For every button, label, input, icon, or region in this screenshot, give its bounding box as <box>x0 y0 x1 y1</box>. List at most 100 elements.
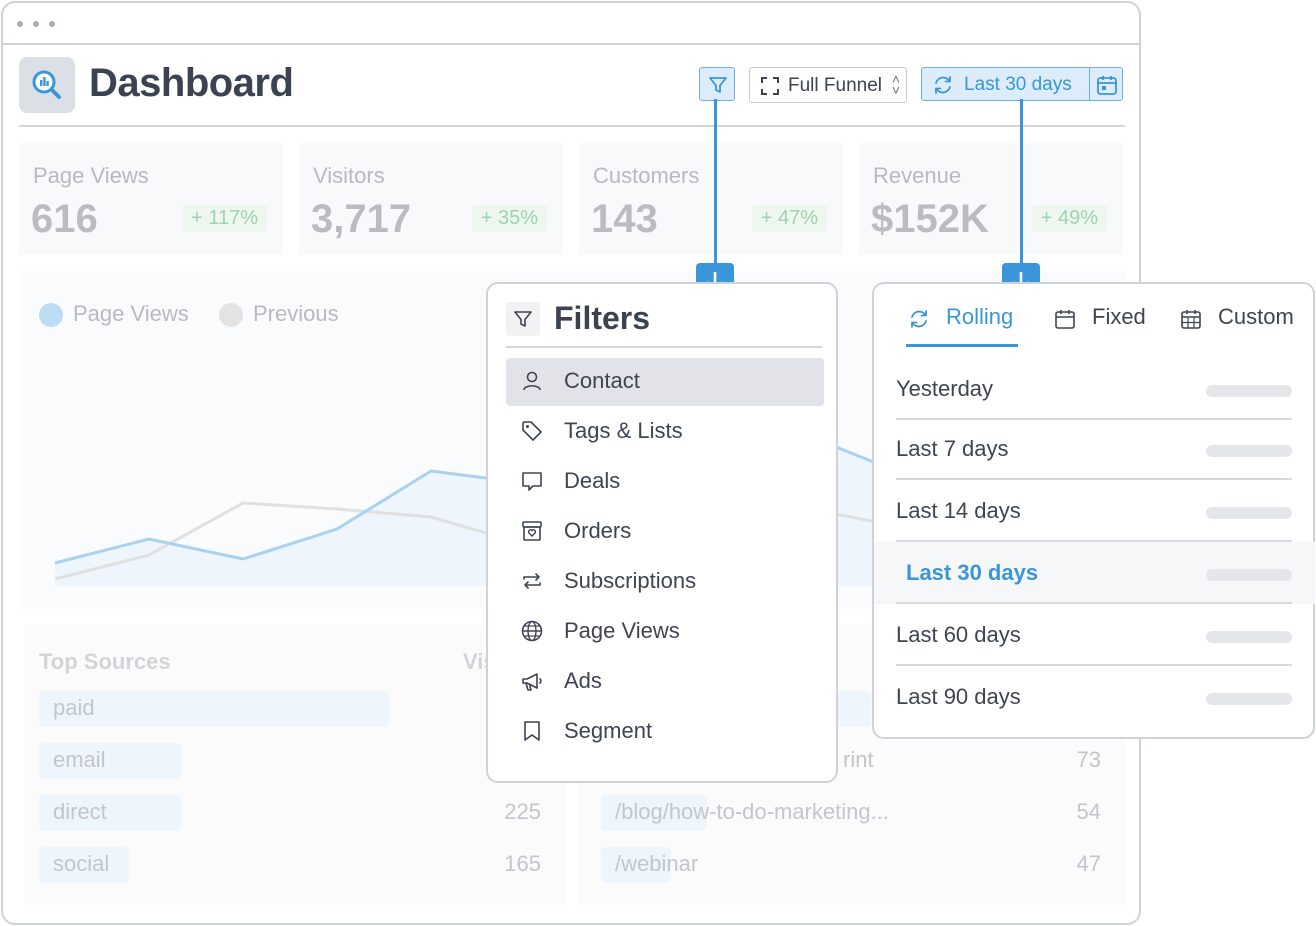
stat-card-page-views: Page Views 616 + 117% <box>19 143 283 255</box>
range-option-last-7-days[interactable]: Last 7 days <box>896 418 1292 480</box>
page-bar <box>601 847 671 883</box>
stat-label: Customers <box>593 163 700 188</box>
placeholder-bar <box>1206 445 1292 457</box>
stat-card-visitors: Visitors 3,717 + 35% <box>299 143 563 255</box>
stat-delta-badge: + 35% <box>471 205 547 232</box>
page-visits: 54 <box>1076 799 1101 824</box>
divider <box>896 418 1292 420</box>
bookmark-icon <box>524 721 540 741</box>
dashboard-header: Dashboard Full Funnel ˄ ˅ Last 30 days <box>19 57 1125 127</box>
filter-item-subscriptions[interactable]: Subscriptions <box>506 558 824 606</box>
filter-item-label: Orders <box>564 518 632 543</box>
stat-label: Page Views <box>33 163 149 188</box>
filter-item-label: Segment <box>564 718 653 743</box>
date-range-button[interactable]: Last 30 days <box>921 67 1123 101</box>
window-titlebar <box>3 3 1139 45</box>
filters-title: Filters <box>554 300 651 336</box>
source-bar <box>39 795 181 831</box>
divider <box>896 664 1292 666</box>
filter-item-deals[interactable]: Deals <box>506 458 824 506</box>
date-range-value: Last 30 days <box>964 74 1072 95</box>
funnel-icon <box>709 77 727 93</box>
divider <box>896 602 1292 604</box>
page-bar <box>601 795 707 831</box>
stat-card-customers: Customers 143 + 47% <box>579 143 843 255</box>
analytics-logo-icon <box>19 57 75 113</box>
stat-delta-badge: + 47% <box>751 205 827 232</box>
calendar-icon[interactable] <box>1096 74 1118 96</box>
megaphone-icon <box>522 673 542 691</box>
source-label[interactable]: direct <box>53 799 107 824</box>
divider <box>1089 68 1090 100</box>
stat-value: 3,717 <box>311 197 412 241</box>
repeat-icon <box>523 573 541 589</box>
globe-icon <box>521 620 543 642</box>
select-caret-icon: ˄ ˅ <box>891 71 900 98</box>
connector-line <box>714 99 717 269</box>
placeholder-bar <box>1206 385 1292 397</box>
expand-icon <box>761 77 779 95</box>
filter-item-orders[interactable]: Orders <box>506 508 824 556</box>
source-bar <box>39 847 129 883</box>
range-option-label: Last 14 days <box>896 498 1021 523</box>
refresh-icon <box>911 310 927 328</box>
page-label[interactable]: /blog/how-to-do-marketing... <box>615 799 889 824</box>
range-option-label: Last 30 days <box>906 560 1039 585</box>
legend-label: Previous <box>253 301 339 326</box>
filter-item-label: Contact <box>564 368 640 393</box>
placeholder-bar <box>1206 693 1292 705</box>
filter-item-label: Deals <box>564 468 621 493</box>
connector-line <box>1020 99 1023 269</box>
range-option-last-30-days[interactable]: Last 30 days <box>874 542 1315 604</box>
source-label[interactable]: social <box>53 851 110 876</box>
filter-item-segment[interactable]: Segment <box>506 708 824 756</box>
divider <box>506 346 822 348</box>
filters-popover: Filters Contact Tags & Lists Deals Order… <box>486 282 838 783</box>
filter-item-label: Ads <box>564 668 602 693</box>
filter-item-ads[interactable]: Ads <box>506 658 824 706</box>
range-option-label: Yesterday <box>896 376 994 401</box>
legend-swatch <box>219 303 243 327</box>
filter-item-page-views[interactable]: Page Views <box>506 608 824 656</box>
archive-box-icon <box>522 521 542 541</box>
page-label[interactable]: rint <box>843 747 874 772</box>
stat-label: Revenue <box>873 163 962 188</box>
stat-label: Visitors <box>313 163 385 188</box>
source-label[interactable]: email <box>53 747 106 772</box>
stat-delta-badge: + 117% <box>182 205 267 232</box>
funnel-icon <box>506 302 540 336</box>
filter-item-contact[interactable]: Contact <box>506 358 824 406</box>
refresh-icon <box>935 76 951 94</box>
source-label[interactable]: paid <box>53 695 95 720</box>
legend-label: Page Views <box>73 301 189 326</box>
window-dot <box>49 21 55 27</box>
source-visits: 225 <box>504 799 541 824</box>
calendar-icon <box>1055 310 1075 329</box>
stat-value: 143 <box>591 197 658 241</box>
filter-item-label: Subscriptions <box>564 568 697 593</box>
filter-button[interactable] <box>699 67 735 101</box>
page-label[interactable]: /webinar <box>615 851 699 876</box>
divider <box>896 478 1292 480</box>
top-sources-heading: Top Sources <box>39 649 171 674</box>
chat-bubble-icon <box>522 472 542 491</box>
stat-delta-badge: + 49% <box>1031 205 1107 232</box>
placeholder-bar <box>1206 631 1292 643</box>
page-visits: 73 <box>1076 747 1101 772</box>
calendar-grid-icon <box>1181 310 1201 329</box>
filter-item-tags-lists[interactable]: Tags & Lists <box>506 408 824 456</box>
top-sources-table: Top Sources Vis paid email direct 225 so… <box>25 625 565 905</box>
funnel-select[interactable]: Full Funnel ˄ ˅ <box>749 67 907 103</box>
tab-label: Rolling <box>946 304 1014 329</box>
range-option-last-90-days[interactable]: Last 90 days <box>896 666 1292 728</box>
funnel-select-value: Full Funnel <box>788 75 882 96</box>
divider <box>896 540 1292 542</box>
range-option-yesterday[interactable]: Yesterday <box>896 358 1292 420</box>
source-bar <box>39 743 181 779</box>
range-option-last-60-days[interactable]: Last 60 days <box>896 604 1292 666</box>
page-visits: 47 <box>1076 851 1101 876</box>
stat-value: $152K <box>871 197 989 241</box>
range-option-label: Last 60 days <box>896 622 1021 647</box>
range-option-last-14-days[interactable]: Last 14 days <box>896 480 1292 542</box>
user-icon <box>523 371 541 391</box>
